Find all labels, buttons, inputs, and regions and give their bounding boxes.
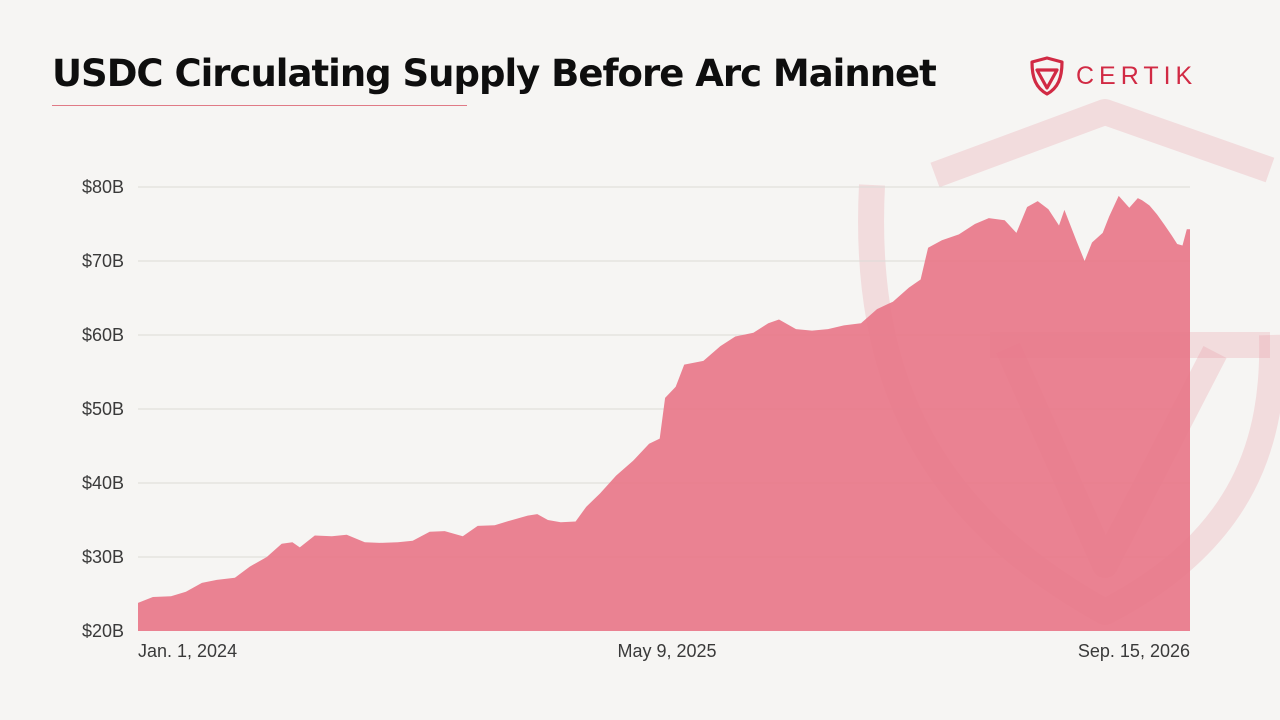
y-tick-label: $30B bbox=[82, 547, 124, 567]
y-tick-label: $20B bbox=[82, 621, 124, 641]
y-tick-label: $80B bbox=[82, 177, 124, 197]
y-tick-label: $60B bbox=[82, 325, 124, 345]
x-tick-label: May 9, 2025 bbox=[617, 641, 716, 661]
y-tick-label: $40B bbox=[82, 473, 124, 493]
x-tick-label: Jan. 1, 2024 bbox=[138, 641, 237, 661]
y-tick-label: $50B bbox=[82, 399, 124, 419]
y-tick-label: $70B bbox=[82, 251, 124, 271]
certik-shield-icon bbox=[1030, 56, 1064, 96]
supply-area-series bbox=[138, 195, 1190, 631]
certik-logo: CERTIK bbox=[1028, 56, 1197, 96]
brand-name: CERTIK bbox=[1076, 61, 1198, 90]
title-underline bbox=[52, 105, 467, 106]
x-tick-label: Sep. 15, 2026 bbox=[1078, 641, 1190, 661]
page-title: USDC Circulating Supply Before Arc Mainn… bbox=[52, 52, 937, 95]
